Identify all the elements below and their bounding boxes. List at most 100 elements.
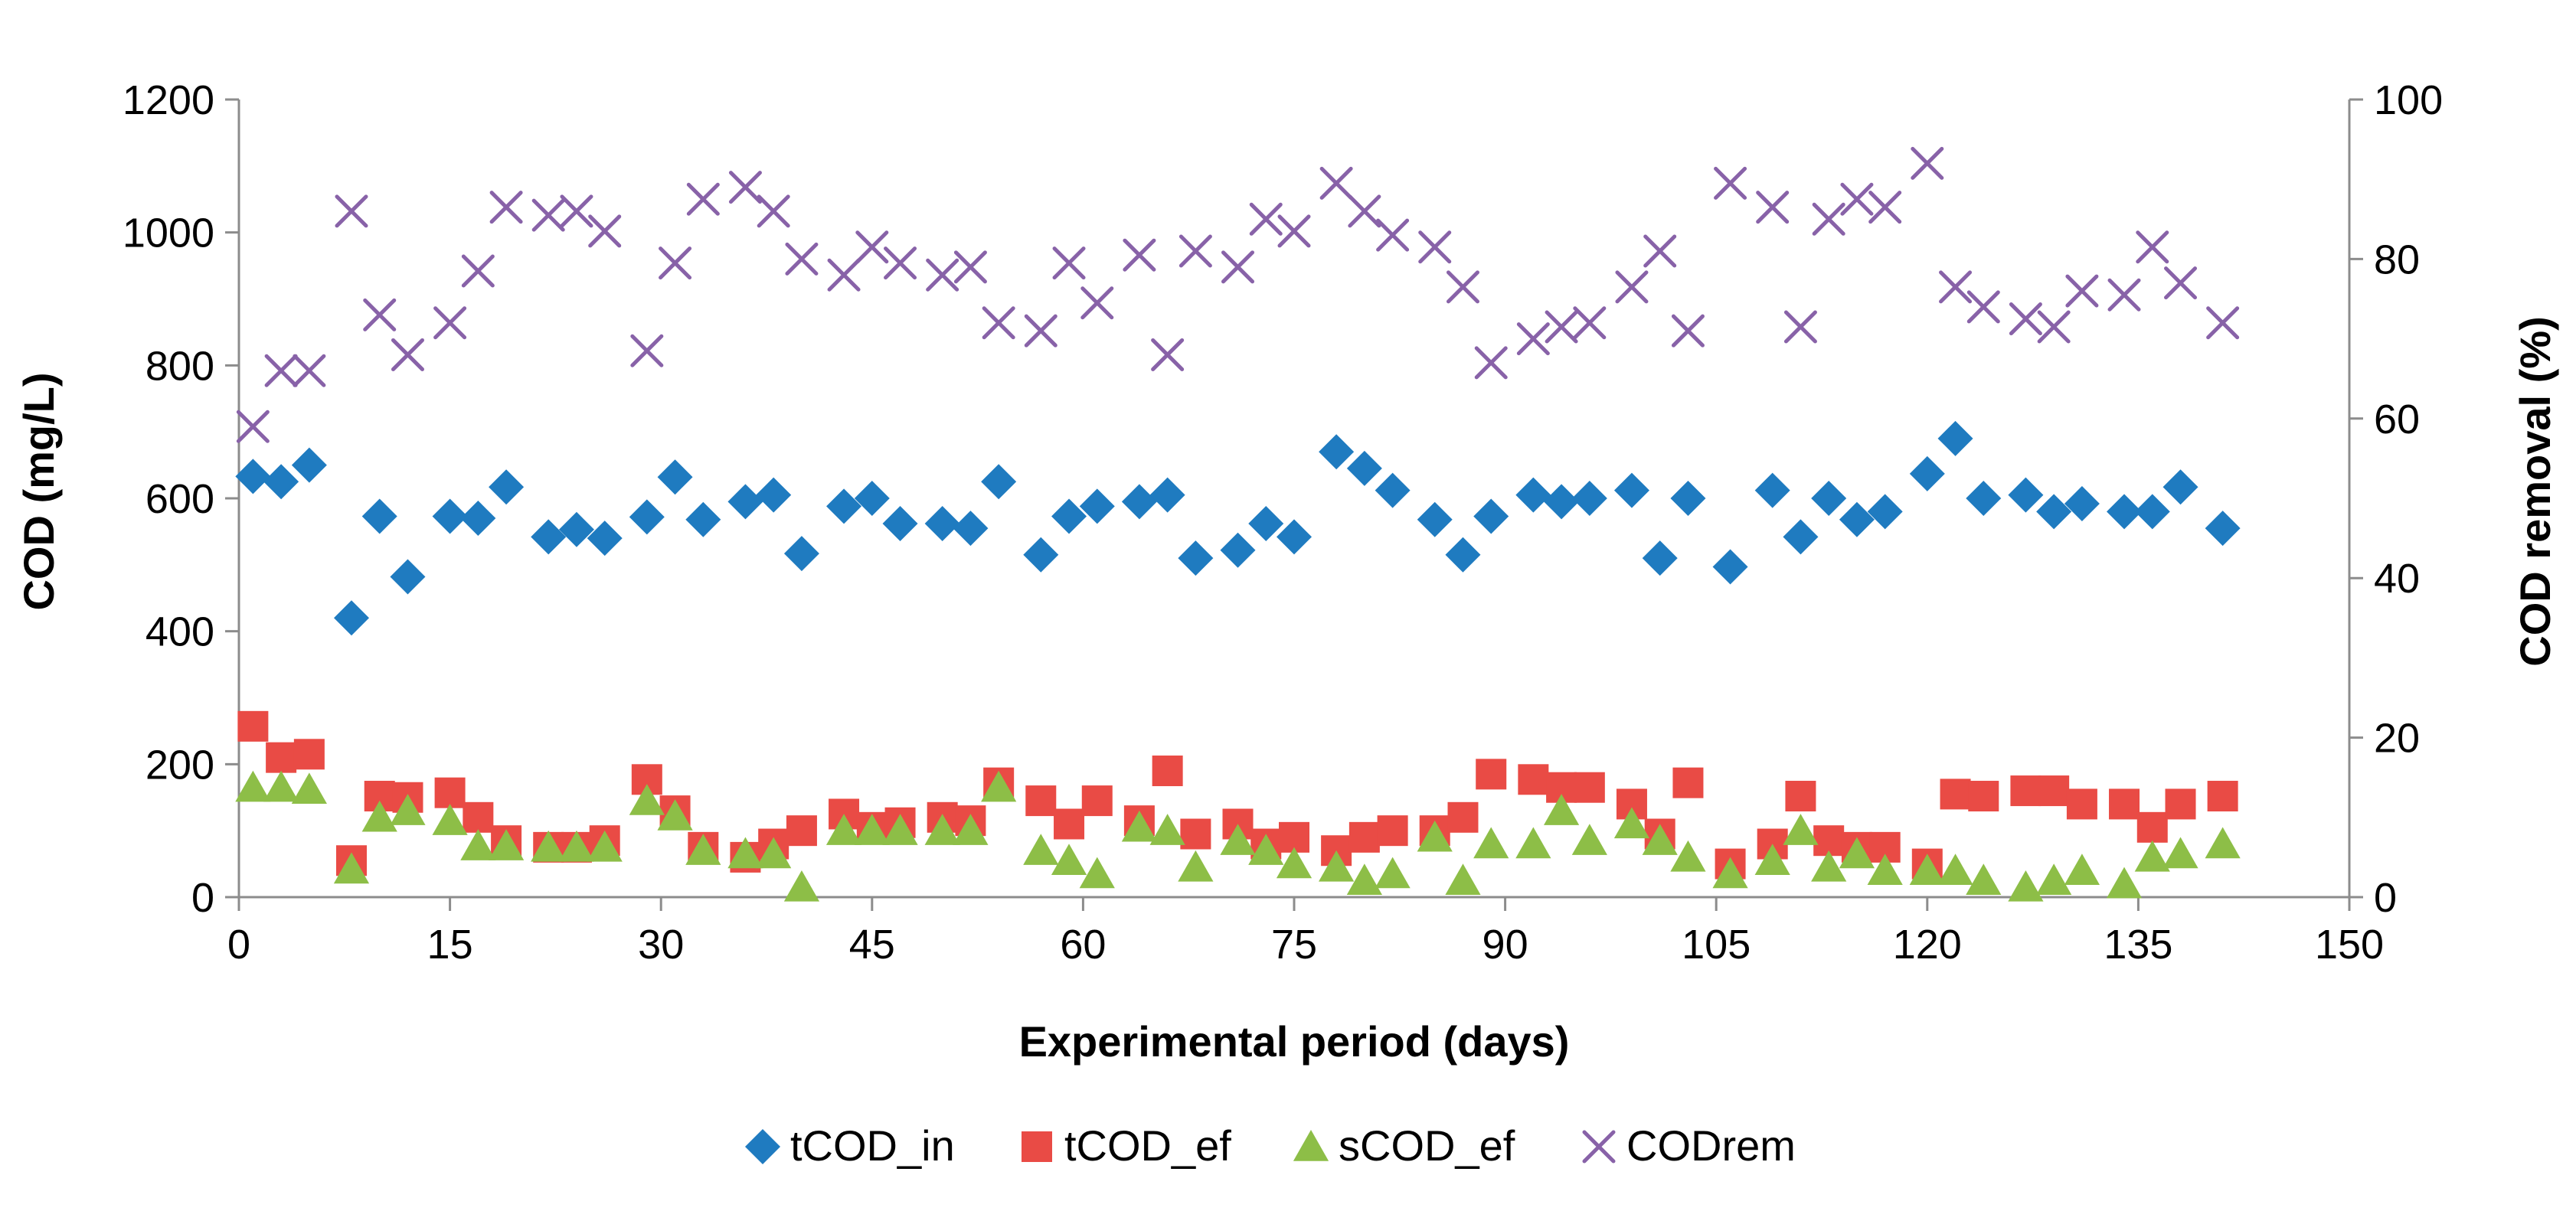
data-point-CODrem: [728, 171, 762, 204]
data-point-tCOD_in: [1417, 501, 1453, 537]
data-point-tCOD_in: [1277, 519, 1312, 555]
data-point-sCOD_ef: [1670, 840, 1706, 872]
data-point-CODrem: [1714, 166, 1747, 200]
data-point-tCOD_in: [1319, 434, 1355, 470]
data-point-tCOD_in: [1754, 472, 1790, 508]
legend-marker-tCOD_ef: [1022, 1131, 1052, 1162]
legend-marker-CODrem: [1582, 1130, 1616, 1164]
data-point-tCOD_in: [727, 484, 763, 520]
data-point-sCOD_ef: [2162, 837, 2198, 869]
data-point-tCOD_ef: [1348, 821, 1380, 853]
data-point-sCOD_ef: [1178, 850, 1214, 882]
data-point-tCOD_in: [531, 519, 567, 555]
data-point-sCOD_ef: [432, 804, 468, 835]
data-point-sCOD_ef: [727, 837, 763, 869]
data-point-CODrem: [461, 254, 495, 288]
data-point-CODrem: [531, 198, 565, 232]
data-point-CODrem: [293, 354, 326, 387]
data-point-sCOD_ef: [1319, 850, 1355, 882]
data-point-tCOD_in: [1966, 481, 2002, 516]
data-point-sCOD_ef: [1754, 844, 1790, 875]
data-point-tCOD_in: [1515, 477, 1551, 513]
data-point-tCOD_ef: [2136, 811, 2168, 843]
y-axis-left-title: COD (mg/L): [15, 372, 63, 610]
data-point-sCOD_ef: [1642, 824, 1678, 855]
data-point-sCOD_ef: [1220, 824, 1256, 855]
data-point-tCOD_ef: [293, 739, 325, 770]
data-point-tCOD_in: [657, 459, 693, 495]
data-point-CODrem: [827, 258, 861, 292]
data-point-sCOD_ef: [825, 814, 862, 845]
data-point-CODrem: [1052, 246, 1086, 280]
x-tick-label: 75: [1271, 922, 1317, 968]
y-right-tick-label: 20: [2374, 716, 2420, 762]
data-point-sCOD_ef: [1839, 837, 1875, 869]
data-point-sCOD_ef: [235, 770, 271, 802]
data-point-tCOD_ef: [463, 801, 494, 833]
data-point-sCOD_ef: [1571, 824, 1607, 855]
data-point-CODrem: [1080, 286, 1114, 320]
data-point-sCOD_ef: [1375, 857, 1411, 889]
data-point-tCOD_in: [953, 511, 989, 547]
legend-label: tCOD_ef: [1064, 1121, 1231, 1170]
data-point-tCOD_in: [826, 488, 862, 524]
data-point-CODrem: [1319, 166, 1353, 200]
data-point-tCOD_in: [235, 459, 271, 494]
data-point-sCOD_ef: [263, 770, 299, 802]
data-point-tCOD_in: [587, 521, 623, 557]
data-point-CODrem: [1151, 338, 1185, 371]
data-point-tCOD_in: [1248, 505, 1284, 541]
data-point-CODrem: [489, 191, 523, 224]
data-point-CODrem: [757, 194, 790, 228]
data-point-CODrem: [1615, 270, 1649, 304]
data-point-tCOD_ef: [2066, 788, 2097, 820]
data-point-CODrem: [1840, 182, 1874, 216]
y-left-tick-label: 800: [145, 343, 214, 389]
legend-item-tCOD_ef: tCOD_ef: [1022, 1121, 1231, 1170]
data-point-CODrem: [1446, 270, 1479, 304]
data-point-tCOD_in: [432, 498, 468, 534]
data-point-tCOD_in: [460, 501, 496, 537]
x-tick-label: 150: [2315, 922, 2384, 968]
data-point-CODrem: [2136, 230, 2169, 264]
data-point-tCOD_ef: [1518, 764, 1549, 795]
data-point-CODrem: [1123, 238, 1156, 272]
data-point-sCOD_ef: [2036, 863, 2072, 895]
data-point-CODrem: [1911, 146, 1944, 180]
data-point-tCOD_ef: [2038, 775, 2070, 807]
data-point-CODrem: [1348, 194, 1381, 228]
data-point-CODrem: [1671, 314, 1705, 348]
series-tCOD_in: [235, 420, 2241, 636]
data-point-CODrem: [1573, 306, 1607, 340]
data-point-CODrem: [335, 194, 368, 228]
data-point-CODrem: [1783, 310, 1817, 344]
legend-label: CODrem: [1626, 1121, 1796, 1170]
data-point-CODrem: [2107, 278, 2141, 312]
data-point-tCOD_ef: [1476, 759, 1507, 790]
data-point-tCOD_ef: [2010, 775, 2042, 807]
series-CODrem: [236, 146, 2240, 443]
data-point-sCOD_ef: [1121, 810, 1157, 842]
data-point-tCOD_in: [756, 477, 792, 513]
data-point-tCOD_in: [1712, 549, 1748, 585]
plot-area: [235, 146, 2241, 902]
legend-item-tCOD_in: tCOD_in: [745, 1121, 955, 1170]
series-sCOD_ef: [235, 770, 2241, 902]
data-point-sCOD_ef: [1937, 854, 1973, 885]
data-point-tCOD_ef: [1081, 785, 1113, 817]
data-point-tCOD_in: [2008, 477, 2044, 513]
data-point-CODrem: [686, 182, 720, 216]
data-point-tCOD_in: [1375, 472, 1411, 508]
data-point-CODrem: [1812, 202, 1845, 236]
y-right-tick-label: 40: [2374, 556, 2420, 602]
data-point-tCOD_in: [1937, 420, 1973, 456]
data-point-sCOD_ef: [390, 794, 426, 825]
data-point-sCOD_ef: [657, 799, 693, 831]
data-point-tCOD_in: [263, 464, 299, 500]
legend-label: sCOD_ef: [1339, 1121, 1515, 1170]
tick-labels: 0 15 30 45 60 75 90 105 120 135 150020040060080010…: [123, 77, 2443, 968]
data-point-tCOD_in: [1149, 477, 1185, 513]
data-point-tCOD_ef: [1447, 801, 1479, 833]
data-point-tCOD_in: [1571, 481, 1607, 516]
